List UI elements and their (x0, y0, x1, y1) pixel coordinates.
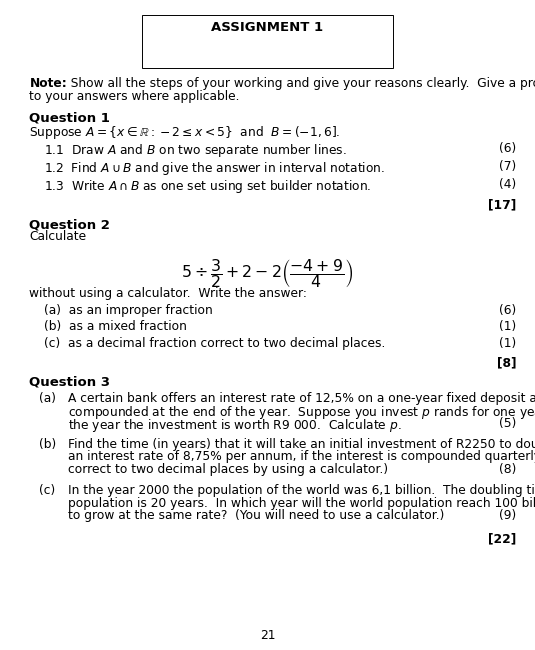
Text: (c)  as a decimal fraction correct to two decimal places.: (c) as a decimal fraction correct to two… (44, 337, 386, 350)
Text: 21: 21 (260, 629, 275, 642)
Text: (5): (5) (499, 417, 516, 430)
Text: an interest rate of 8,75% per annum, if the interest is compounded quarterly.  (: an interest rate of 8,75% per annum, if … (68, 450, 535, 463)
Text: compounded at the end of the year.  Suppose you invest $p$ rands for one year, a: compounded at the end of the year. Suppo… (68, 404, 535, 421)
Text: (b): (b) (39, 438, 56, 451)
Text: Calculate: Calculate (29, 230, 87, 243)
Text: population is 20 years.  In which year will the world population reach 100 billi: population is 20 years. In which year wi… (68, 497, 535, 510)
FancyBboxPatch shape (142, 15, 393, 68)
Text: (a): (a) (39, 392, 56, 405)
Text: Show all the steps of your working and give your reasons clearly.  Give a proper: Show all the steps of your working and g… (63, 77, 535, 90)
Text: Suppose $A = \{x \in \mathbb{R} : -2 \leq x < 5\}$  and  $B = (-1, 6]$.: Suppose $A = \{x \in \mathbb{R} : -2 \le… (29, 124, 341, 141)
Text: (b)  as a mixed fraction: (b) as a mixed fraction (44, 320, 187, 333)
Text: (1): (1) (499, 320, 516, 333)
Text: (1): (1) (499, 337, 516, 350)
Text: In the year 2000 the population of the world was 6,1 billion.  The doubling time: In the year 2000 the population of the w… (68, 484, 535, 497)
Text: 1.3  Write $A \cap B$ as one set using set builder notation.: 1.3 Write $A \cap B$ as one set using se… (44, 178, 372, 195)
Text: without using a calculator.  Write the answer:: without using a calculator. Write the an… (29, 287, 307, 300)
Text: A certain bank offers an interest rate of 12,5% on a one-year fixed deposit and : A certain bank offers an interest rate o… (68, 392, 535, 405)
Text: (6): (6) (499, 142, 516, 155)
Text: Question 1: Question 1 (29, 111, 110, 124)
Text: Question 2: Question 2 (29, 218, 110, 231)
Text: [8]: [8] (497, 356, 516, 369)
Text: 1.2  Find $A \cup B$ and give the answer in interval notation.: 1.2 Find $A \cup B$ and give the answer … (44, 160, 386, 177)
Text: to your answers where applicable.: to your answers where applicable. (29, 90, 240, 103)
Text: to grow at the same rate?  (You will need to use a calculator.): to grow at the same rate? (You will need… (68, 509, 445, 522)
Text: [22]: [22] (488, 532, 516, 545)
Text: 1.1  Draw $A$ and $B$ on two separate number lines.: 1.1 Draw $A$ and $B$ on two separate num… (44, 142, 347, 159)
Text: (c): (c) (39, 484, 55, 497)
Text: correct to two decimal places by using a calculator.): correct to two decimal places by using a… (68, 463, 388, 476)
Text: [17]: [17] (488, 199, 516, 212)
Text: Note:: Note: (29, 77, 67, 90)
Text: (8): (8) (499, 463, 516, 476)
Text: Find the time (in years) that it will take an initial investment of R2250 to dou: Find the time (in years) that it will ta… (68, 438, 535, 451)
Text: ASSIGNMENT 1: ASSIGNMENT 1 (211, 21, 324, 34)
Text: (7): (7) (499, 160, 516, 173)
Text: (6): (6) (499, 304, 516, 317)
Text: (a)  as an improper fraction: (a) as an improper fraction (44, 304, 213, 317)
Text: (4): (4) (499, 178, 516, 191)
Text: (9): (9) (499, 509, 516, 522)
Text: the year the investment is worth R9 000.  Calculate $p$.: the year the investment is worth R9 000.… (68, 417, 402, 434)
Text: $5 \div \dfrac{3}{2} + 2 - 2\left(\dfrac{-4+9}{4}\right)$: $5 \div \dfrac{3}{2} + 2 - 2\left(\dfrac… (181, 257, 354, 291)
Text: Question 3: Question 3 (29, 376, 110, 389)
